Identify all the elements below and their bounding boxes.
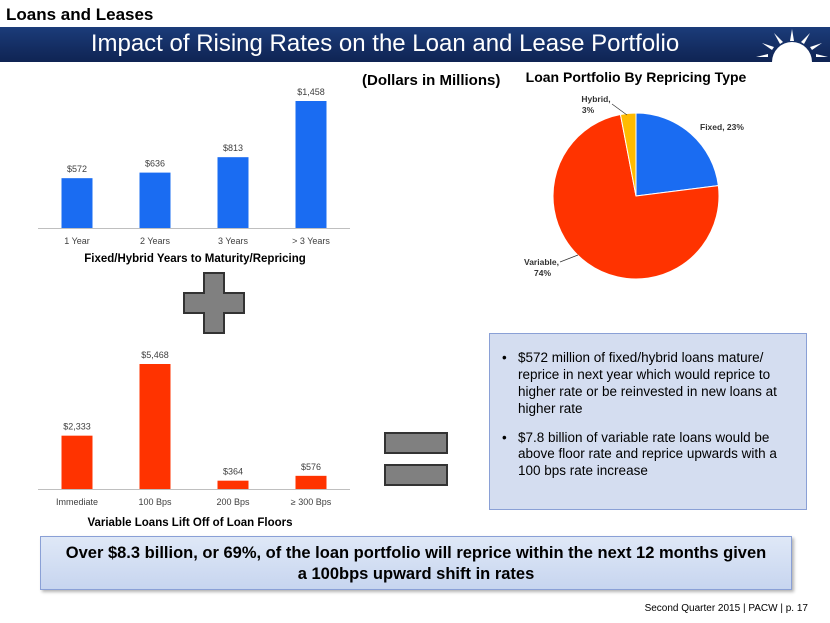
pie-leader-hybrid xyxy=(611,103,628,116)
variable-value-label: $364 xyxy=(223,467,243,477)
variable-tick-label: 200 Bps xyxy=(216,497,250,507)
variable-tick-label: Immediate xyxy=(56,497,98,507)
bullet-item: $7.8 billion of variable rate loans woul… xyxy=(502,430,792,481)
variable-tick-label: ≥ 300 Bps xyxy=(291,497,332,507)
dollars-note: (Dollars in Millions) xyxy=(362,72,501,89)
variable-value-label: $5,468 xyxy=(141,350,169,360)
equals-icon xyxy=(384,432,448,486)
fixed-value-label: $813 xyxy=(223,143,243,153)
banner-title: Impact of Rising Rates on the Loan and L… xyxy=(90,30,680,57)
fixed-value-label: $572 xyxy=(67,164,87,174)
fixed-tick-label: 1 Year xyxy=(64,236,90,246)
variable-bar xyxy=(217,480,249,489)
fixed-tick-label: 2 Years xyxy=(140,236,171,246)
pie-label-hybrid: Hybrid, xyxy=(581,94,610,104)
pie-label-hybrid-pct: 3% xyxy=(582,105,595,115)
pie-label-variable: Variable, xyxy=(524,257,559,267)
pie-title: Loan Portfolio By Repricing Type xyxy=(526,69,747,85)
pie-slice-hybrid xyxy=(619,112,637,197)
fixed-value-label: $1,458 xyxy=(297,87,325,97)
variable-value-label: $576 xyxy=(301,462,321,472)
fixed-bar xyxy=(295,101,327,228)
variable-x-axis-label: Variable Loans Lift Off of Loan Floors xyxy=(87,517,292,529)
fixed-bar xyxy=(139,172,171,228)
pie-slice-variable xyxy=(552,113,720,280)
pie-leader-variable xyxy=(559,254,579,263)
fixed-tick-label: 3 Years xyxy=(218,236,249,246)
variable-value-label: $2,333 xyxy=(63,422,91,432)
pie-slice-fixed xyxy=(635,112,719,197)
fixed-tick-label: > 3 Years xyxy=(292,236,330,246)
bullet-box: $572 million of fixed/hybrid loans matur… xyxy=(489,333,807,510)
section-title: Loans and Leases xyxy=(6,5,154,24)
variable-bar xyxy=(61,435,93,489)
summary-box: Over $8.3 billion, or 69%, of the loan p… xyxy=(40,536,792,590)
variable-bar xyxy=(295,475,327,489)
footer: Second Quarter 2015 | PACW | p. 17 xyxy=(644,603,808,614)
title-banner: Impact of Rising Rates on the Loan and L… xyxy=(0,27,830,62)
fixed-value-label: $636 xyxy=(145,159,165,169)
pie-label-fixed: Fixed, 23% xyxy=(700,122,744,132)
variable-bar xyxy=(139,364,171,489)
variable-tick-label: 100 Bps xyxy=(138,497,172,507)
plus-icon xyxy=(183,272,245,334)
bullet-item: $572 million of fixed/hybrid loans matur… xyxy=(502,350,792,418)
fixed-x-axis-label: Fixed/Hybrid Years to Maturity/Repricing xyxy=(84,253,306,265)
fixed-bar xyxy=(217,157,249,228)
sunburst-logo-icon xyxy=(756,29,828,62)
pie-label-variable-pct: 74% xyxy=(534,268,551,278)
fixed-bar xyxy=(61,178,93,228)
